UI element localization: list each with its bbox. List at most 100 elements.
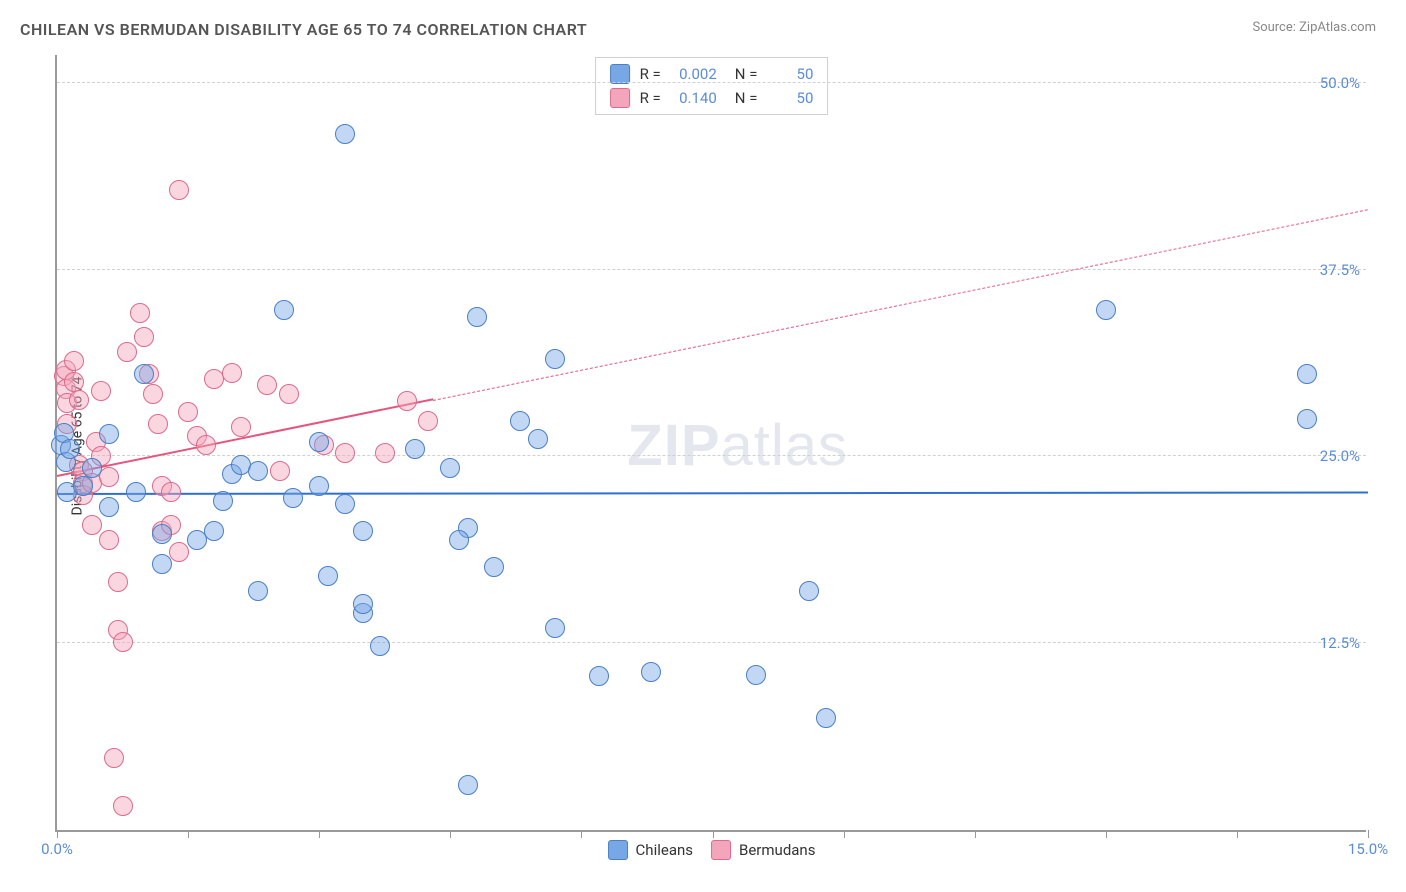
stat-n-chileans: 50 [767, 65, 813, 83]
data-point [746, 665, 766, 685]
legend-swatch-chileans [608, 840, 628, 860]
data-point [440, 458, 460, 478]
data-point [248, 461, 268, 481]
data-point [484, 557, 504, 577]
data-point [528, 429, 548, 449]
data-point [397, 391, 417, 411]
stat-r-bermudans: 0.140 [671, 89, 717, 107]
data-point [309, 432, 329, 452]
data-point [467, 307, 487, 327]
gridline-h [57, 269, 1366, 270]
data-point [816, 708, 836, 728]
chart-title: CHILEAN VS BERMUDAN DISABILITY AGE 65 TO… [20, 20, 587, 39]
stat-r-label: R = [640, 65, 661, 83]
data-point [82, 515, 102, 535]
data-point [545, 618, 565, 638]
data-point [64, 351, 84, 371]
series-legend: Chileans Bermudans [608, 840, 816, 860]
data-point [335, 124, 355, 144]
data-point [64, 372, 84, 392]
xtick [450, 830, 451, 838]
data-point [99, 497, 119, 517]
data-point [309, 476, 329, 496]
data-point [335, 494, 355, 514]
xtick [1237, 830, 1238, 838]
xtick [188, 830, 189, 838]
xtick-label: 15.0% [1348, 840, 1388, 858]
xtick [1106, 830, 1107, 838]
data-point [99, 424, 119, 444]
data-point [353, 521, 373, 541]
legend-item-bermudans: Bermudans [711, 840, 815, 860]
xtick [1368, 830, 1369, 838]
data-point [222, 363, 242, 383]
data-point [283, 488, 303, 508]
gridline-h [57, 455, 1366, 456]
watermark-bold: ZIP [627, 413, 720, 478]
data-point [375, 443, 395, 463]
watermark-rest: atlas [721, 413, 849, 478]
xtick [581, 830, 582, 838]
ytick-label: 37.5% [1320, 261, 1360, 279]
legend-label-chileans: Chileans [636, 841, 693, 859]
plot-area: ZIPatlas R = 0.002 N = 50 R = 0.140 N = … [55, 55, 1366, 832]
source-label: Source: ZipAtlas.com [1252, 20, 1376, 35]
data-point [257, 375, 277, 395]
legend-label-bermudans: Bermudans [739, 841, 815, 859]
data-point [204, 521, 224, 541]
ytick-label: 25.0% [1320, 447, 1360, 465]
data-point [418, 411, 438, 431]
legend-item-chileans: Chileans [608, 840, 693, 860]
gridline-h [57, 642, 1366, 643]
data-point [178, 402, 198, 422]
data-point [134, 364, 154, 384]
stat-r-chileans: 0.002 [671, 65, 717, 83]
data-point [69, 390, 89, 410]
data-point [510, 411, 530, 431]
data-point [113, 796, 133, 816]
data-point [641, 662, 661, 682]
data-point [82, 458, 102, 478]
data-point [335, 443, 355, 463]
xtick [57, 830, 58, 838]
data-point [152, 524, 172, 544]
data-point [196, 435, 216, 455]
data-point [318, 566, 338, 586]
ytick-label: 50.0% [1320, 74, 1360, 92]
data-point [169, 180, 189, 200]
watermark: ZIPatlas [627, 412, 848, 479]
xtick-label: 0.0% [41, 840, 73, 858]
data-point [231, 417, 251, 437]
data-point [458, 775, 478, 795]
data-point [99, 530, 119, 550]
stat-r-label-2: R = [640, 89, 661, 107]
stat-n-bermudans: 50 [767, 89, 813, 107]
swatch-bermudans [610, 88, 630, 108]
data-point [113, 632, 133, 652]
stat-n-label-2: N = [735, 89, 758, 107]
stats-row-bermudans: R = 0.140 N = 50 [596, 86, 828, 110]
legend-swatch-bermudans [711, 840, 731, 860]
data-point [126, 482, 146, 502]
data-point [148, 414, 168, 434]
data-point [1297, 364, 1317, 384]
trend-line [57, 492, 1368, 495]
data-point [108, 572, 128, 592]
data-point [104, 748, 124, 768]
data-point [130, 303, 150, 323]
trend-line-dashed [433, 209, 1368, 401]
gridline-h [57, 82, 1366, 83]
data-point [279, 384, 299, 404]
data-point [589, 666, 609, 686]
data-point [353, 594, 373, 614]
data-point [99, 467, 119, 487]
xtick [319, 830, 320, 838]
data-point [274, 300, 294, 320]
xtick [844, 830, 845, 838]
data-point [799, 581, 819, 601]
data-point [545, 349, 565, 369]
data-point [449, 530, 469, 550]
data-point [248, 581, 268, 601]
data-point [405, 439, 425, 459]
data-point [134, 327, 154, 347]
